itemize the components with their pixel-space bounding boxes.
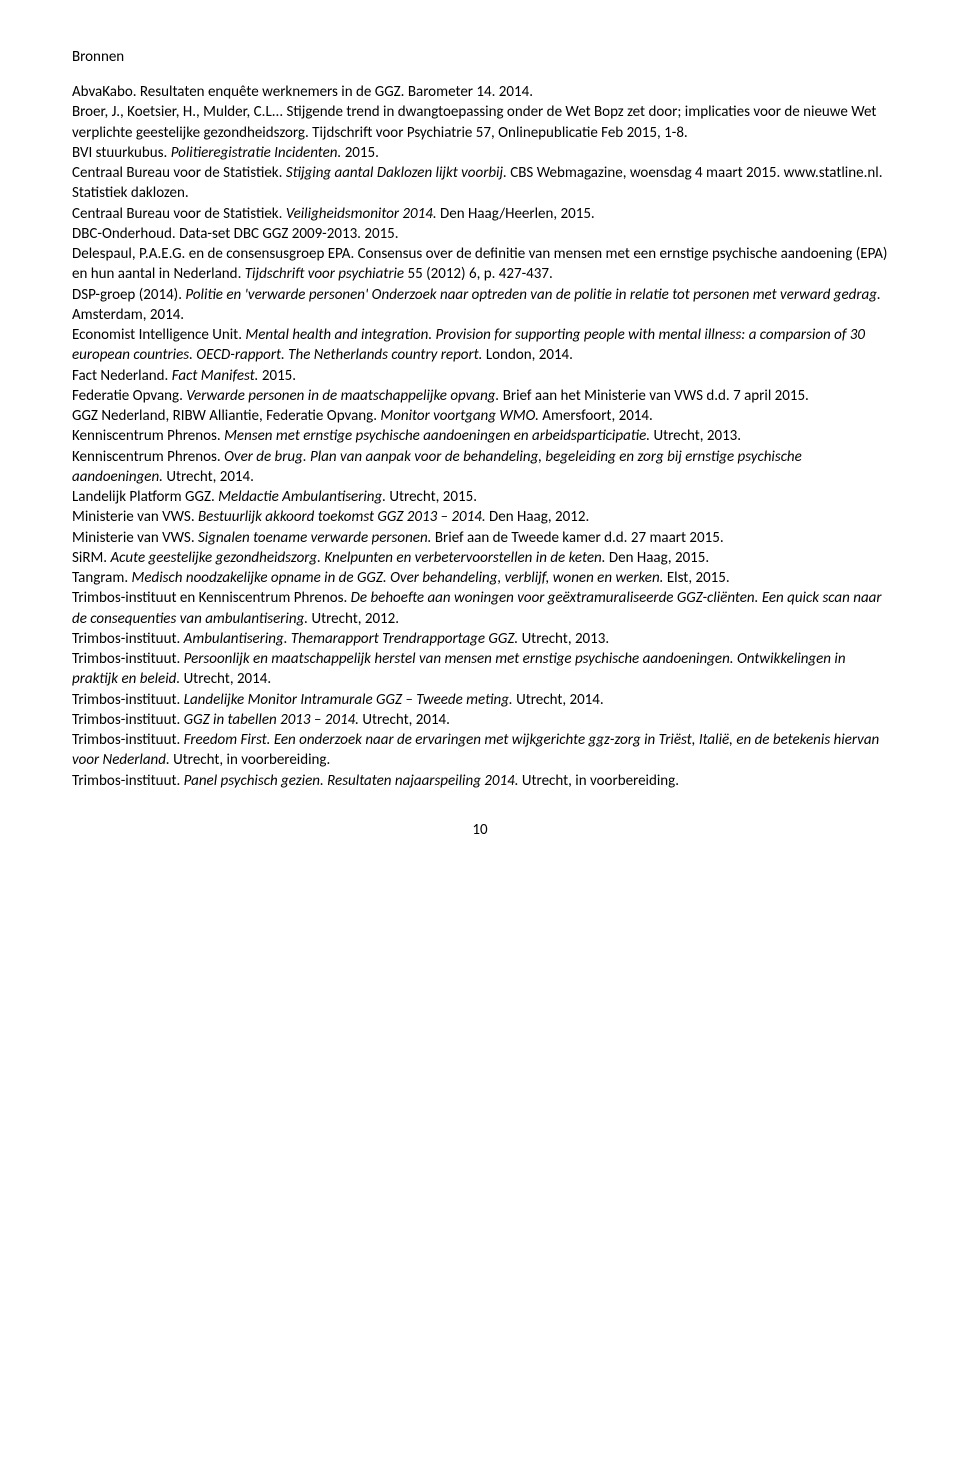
entry-text: www.statline.nl. [784,164,883,182]
entry-title: GGZ in tabellen 2013 – 2014. [184,711,359,729]
entry-title: Bestuurlijk akkoord toekomst GGZ 2013 – … [198,508,486,526]
entry-text: Tangram. [72,569,132,587]
entry-title: Panel psychisch gezien. Resultaten najaa… [184,772,519,790]
entry-text: SiRM. [72,549,110,567]
bibliography-entry: Trimbos-instituut. Landelijke Monitor In… [72,690,888,710]
entry-text: Trimbos-instituut. [72,630,184,648]
entry-text: Landelijk Platform GGZ. [72,488,218,506]
entry-text: Trimbos-instituut. [72,650,184,668]
bibliography-entry: SiRM. Acute geestelijke gezondheidszorg.… [72,548,888,568]
bibliography-entry: Trimbos-instituut. Persoonlijk en maatsc… [72,649,888,690]
document-page: Bronnen AbvaKabo. Resultaten enquête wer… [0,0,960,887]
entry-text: Statistiek daklozen. [72,184,189,202]
entry-title: Mensen met ernstige psychische aandoenin… [224,427,650,445]
entry-text: Ministerie van VWS. [72,529,198,547]
entry-title: Landelijke Monitor Intramurale GGZ – Twe… [184,691,513,709]
bibliography-entry: Delespaul, P.A.E.G. en de consensusgroep… [72,244,888,285]
entry-text: Brief aan het Ministerie van VWS d.d. 7 … [499,387,809,405]
bibliography-entry: BVI stuurkubus. Politieregistratie Incid… [72,143,888,163]
entry-text: DBC-Onderhoud. Data-set DBC GGZ 2009-201… [72,225,399,243]
bibliography-entry: Landelijk Platform GGZ. Meldactie Ambula… [72,487,888,507]
entry-text: Den Haag, 2012. [486,508,590,526]
bibliography-entry: AbvaKabo. Resultaten enquête werknemers … [72,82,888,102]
bibliography-entry: Kenniscentrum Phrenos. Over de brug. Pla… [72,447,888,488]
bibliography-entry: Trimbos-instituut. GGZ in tabellen 2013 … [72,710,888,730]
entry-text: AbvaKabo. Resultaten enquête werknemers … [72,83,533,101]
entry-text: GGZ Nederland, RIBW Alliantie, Federatie… [72,407,380,425]
entry-text: Amsterdam, 2014. [72,306,184,324]
entry-title: Stijging aantal Daklozen lijkt voorbij. [286,164,507,182]
bibliography-entry: Economist Intelligence Unit. Mental heal… [72,325,888,366]
bibliography-entry: Fact Nederland. Fact Manifest. 2015. [72,366,888,386]
bibliography-entry: Trimbos-instituut. Panel psychisch gezie… [72,771,888,791]
entry-text: Trimbos-instituut en Kenniscentrum Phren… [72,589,351,607]
entry-text: 2015. [258,367,296,385]
entry-text: Economist Intelligence Unit. [72,326,245,344]
entry-title: Politie en 'verwarde personen' Onderzoek… [185,286,880,304]
entry-text: Utrecht, 2012. [308,610,399,628]
entry-title: Verwarde personen in de maatschappelijke… [186,387,499,405]
entry-title: Tijdschrift voor psychiatrie [245,265,404,283]
entry-text: Utrecht, 2014. [180,670,271,688]
entry-title: Medisch noodzakelijke opname in de GGZ. … [132,569,664,587]
entry-text: Brief aan de Tweede kamer d.d. 27 maart … [431,529,723,547]
entry-text: Centraal Bureau voor de Statistiek. [72,205,286,223]
entry-text: Fact Nederland. [72,367,172,385]
bibliography-entry: GGZ Nederland, RIBW Alliantie, Federatie… [72,406,888,426]
entry-text: Utrecht, 2013. [518,630,609,648]
bibliography-entry: Broer, J., Koetsier, H., Mulder, C.L... … [72,102,888,143]
bibliography-entry: Trimbos-instituut en Kenniscentrum Phren… [72,588,888,629]
section-heading: Bronnen [72,48,888,66]
bibliography-entry: Kenniscentrum Phrenos. Mensen met ernsti… [72,426,888,446]
entry-text: Elst, 2015. [663,569,729,587]
entry-text: Kenniscentrum Phrenos. [72,427,224,445]
entry-text: Utrecht, 2014. [513,691,604,709]
entry-text: Utrecht, in voorbereiding. [519,772,680,790]
entry-text: Amersfoort, 2014. [539,407,653,425]
entry-text: Utrecht, 2015. [386,488,477,506]
entry-text: Utrecht, 2014. [359,711,450,729]
bibliography-list: AbvaKabo. Resultaten enquête werknemers … [72,82,888,791]
entry-text: BVI stuurkubus. [72,144,171,162]
page-number: 10 [72,821,888,839]
entry-text: CBS Webmagazine, woensdag 4 maart 2015. [507,164,784,182]
entry-text: Trimbos-instituut. [72,772,184,790]
entry-text: 55 (2012) 6, p. 427-437. [404,265,553,283]
bibliography-entry: Tangram. Medisch noodzakelijke opname in… [72,568,888,588]
entry-text: Trimbos-instituut. [72,731,184,749]
bibliography-entry: Centraal Bureau voor de Statistiek. Veil… [72,204,888,224]
entry-text: Utrecht, in voorbereiding. [170,751,331,769]
entry-title: Ambulantisering. Themarapport Trendrappo… [184,630,519,648]
entry-text: Centraal Bureau voor de Statistiek. [72,164,286,182]
bibliography-entry: DBC-Onderhoud. Data-set DBC GGZ 2009-201… [72,224,888,244]
entry-text: Utrecht, 2014. [163,468,254,486]
bibliography-entry: Trimbos-instituut. Freedom First. Een on… [72,730,888,771]
entry-text: London, 2014. [482,346,573,364]
entry-text: DSP-groep (2014). [72,286,185,304]
entry-text: Den Haag, 2015. [606,549,710,567]
entry-text: Kenniscentrum Phrenos. [72,448,224,466]
entry-text: Ministerie van VWS. [72,508,198,526]
entry-title: Veiligheidsmonitor 2014. [286,205,437,223]
entry-text: 2015. [341,144,379,162]
entry-text: Den Haag/Heerlen, 2015. [437,205,595,223]
entry-title: Politieregistratie Incidenten. [171,144,342,162]
entry-text: Broer, J., Koetsier, H., Mulder, C.L... … [72,103,876,141]
entry-title: Monitor voortgang WMO. [380,407,539,425]
bibliography-entry: Ministerie van VWS. Bestuurlijk akkoord … [72,507,888,527]
entry-title: Acute geestelijke gezondheidszorg. Knelp… [110,549,605,567]
entry-title: Signalen toename verwarde personen. [198,529,431,547]
entry-text: Trimbos-instituut. [72,711,184,729]
bibliography-entry: Ministerie van VWS. Signalen toename ver… [72,528,888,548]
entry-title: Fact Manifest. [172,367,259,385]
bibliography-entry: Federatie Opvang. Verwarde personen in d… [72,386,888,406]
entry-text: Federatie Opvang. [72,387,186,405]
entry-text: Utrecht, 2013. [650,427,741,445]
entry-title: Meldactie Ambulantisering. [218,488,386,506]
bibliography-entry: DSP-groep (2014). Politie en 'verwarde p… [72,285,888,326]
entry-text: Trimbos-instituut. [72,691,184,709]
bibliography-entry: Centraal Bureau voor de Statistiek. Stij… [72,163,888,204]
bibliography-entry: Trimbos-instituut. Ambulantisering. Them… [72,629,888,649]
